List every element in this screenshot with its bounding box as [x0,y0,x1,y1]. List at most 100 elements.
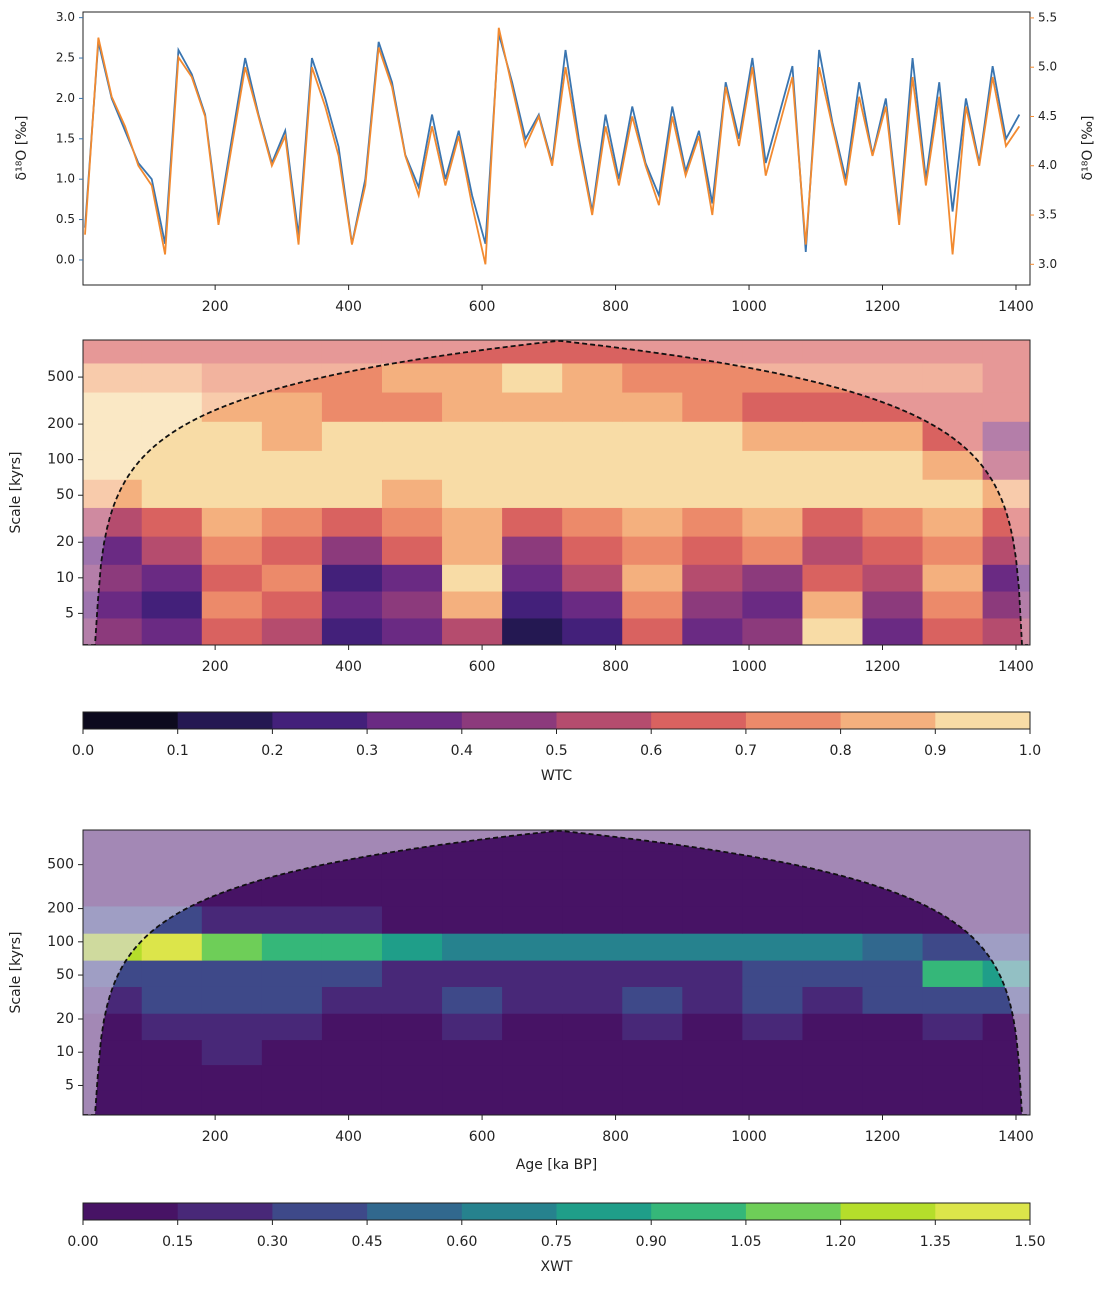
heatmap-cell [562,421,623,451]
heatmap-cell [562,507,623,537]
heatmap-cell [442,564,503,592]
heatmap-cell [141,450,203,480]
y-tick-label: 100 [47,452,74,468]
y2-tick-label: 4.5 [1038,109,1057,123]
heatmap-cell [682,1089,743,1115]
y-axis-label: Scale [kyrs] [8,932,24,1014]
colorbar-segment [651,1203,747,1220]
heatmap-cell [502,905,563,934]
heatmap-cell [622,905,683,934]
heatmap-cell [922,960,984,987]
x-tick-label: 1000 [731,659,767,675]
heatmap-cell [862,391,924,422]
heatmap-cell [261,536,323,565]
heatmap-cell [261,986,323,1014]
colorbar-tick-label: 1.20 [825,1234,856,1250]
heatmap-cell [622,421,683,451]
y2-tick-label: 5.5 [1038,10,1057,24]
heatmap-cell [321,878,383,907]
heatmap-cell [682,878,743,907]
heatmap-cell [682,450,743,480]
colorbar-segment [177,1203,273,1220]
heatmap-cell [682,340,743,364]
y-tick-label: 50 [56,487,74,503]
x-tick-label: 800 [602,659,629,675]
heatmap-cell [381,421,443,451]
heatmap-cell [502,1039,563,1066]
colorbar-tick-label: 0.90 [636,1234,667,1250]
series-line [84,33,1021,252]
heatmap-cell [922,564,984,592]
colorbar-tick-label: 1.05 [730,1234,761,1250]
y-tick-label: 2.5 [56,51,75,65]
colorbar-segment [840,712,936,729]
y-tick-label: 10 [56,570,74,586]
heatmap-cell [321,340,383,364]
heatmap-cell [381,878,443,907]
heatmap-cell [562,391,623,422]
heatmap-cell [261,340,323,364]
heatmap-cell [562,1039,623,1066]
heatmap-cell [622,590,683,619]
heatmap-cell [742,1013,804,1041]
colorbar-segment [935,712,1031,729]
heatmap-cell [261,1039,323,1066]
heatmap-cell [742,507,804,537]
heatmap-cell [502,340,563,364]
colorbar-tick-label: 1.0 [1019,743,1041,759]
heatmap-cell [922,391,984,422]
heatmap-cell [261,1089,323,1115]
heatmap-cell [502,421,563,451]
heatmap-cell [622,617,683,645]
heatmap-cell [682,960,743,987]
heatmap-cell [562,878,623,907]
heatmap-cell [802,362,864,393]
colorbar-label: WTC [541,768,573,784]
heatmap-cell [742,479,804,508]
heatmap-cell [83,617,143,645]
heatmap-cell [742,960,804,987]
heatmap-cell [141,1013,203,1041]
heatmap-cell [982,362,1030,393]
plot-frame [82,339,1031,646]
heatmap-cell [742,1064,804,1091]
heatmap-cell [321,479,383,508]
heatmap-cell [141,479,203,508]
heatmap-cell [682,1064,743,1091]
y-tick-label: 20 [56,534,74,550]
heatmap-cell [802,564,864,592]
heatmap-cell [562,851,623,880]
heatmap-cell [201,507,263,537]
heatmap-cell [742,340,804,364]
heatmap-cell [141,933,203,961]
x-tick-label: 1400 [998,659,1034,675]
heatmap-cell [83,507,143,537]
heatmap-cell [502,986,563,1014]
heatmap-cell [922,1064,984,1091]
heatmap-cell [922,590,984,619]
heatmap-cell [562,1089,623,1115]
heatmap-cell [862,617,924,645]
heatmap-cell [381,450,443,480]
colorbar-tick-label: 0.1 [167,743,189,759]
colorbar-tick-label: 0.4 [451,743,473,759]
heatmap-cell [502,878,563,907]
heatmap-cell [562,617,623,645]
heatmap-cell [682,564,743,592]
heatmap-cell [502,1013,563,1041]
heatmap-cell [622,564,683,592]
heatmap-cell [982,507,1030,537]
heatmap-cell [922,986,984,1014]
heatmap-cell [141,391,203,422]
heatmap-cell [802,421,864,451]
coi-mask [83,340,1030,645]
heatmap-cell [682,507,743,537]
heatmap-cell [201,617,263,645]
heatmap-cell [922,479,984,508]
y-tick-label: 100 [47,934,74,950]
colorbar-segment [272,1203,368,1220]
heatmap-cell [862,960,924,987]
y-tick-label: 500 [47,369,74,385]
x-tick-label: 1200 [865,299,901,315]
